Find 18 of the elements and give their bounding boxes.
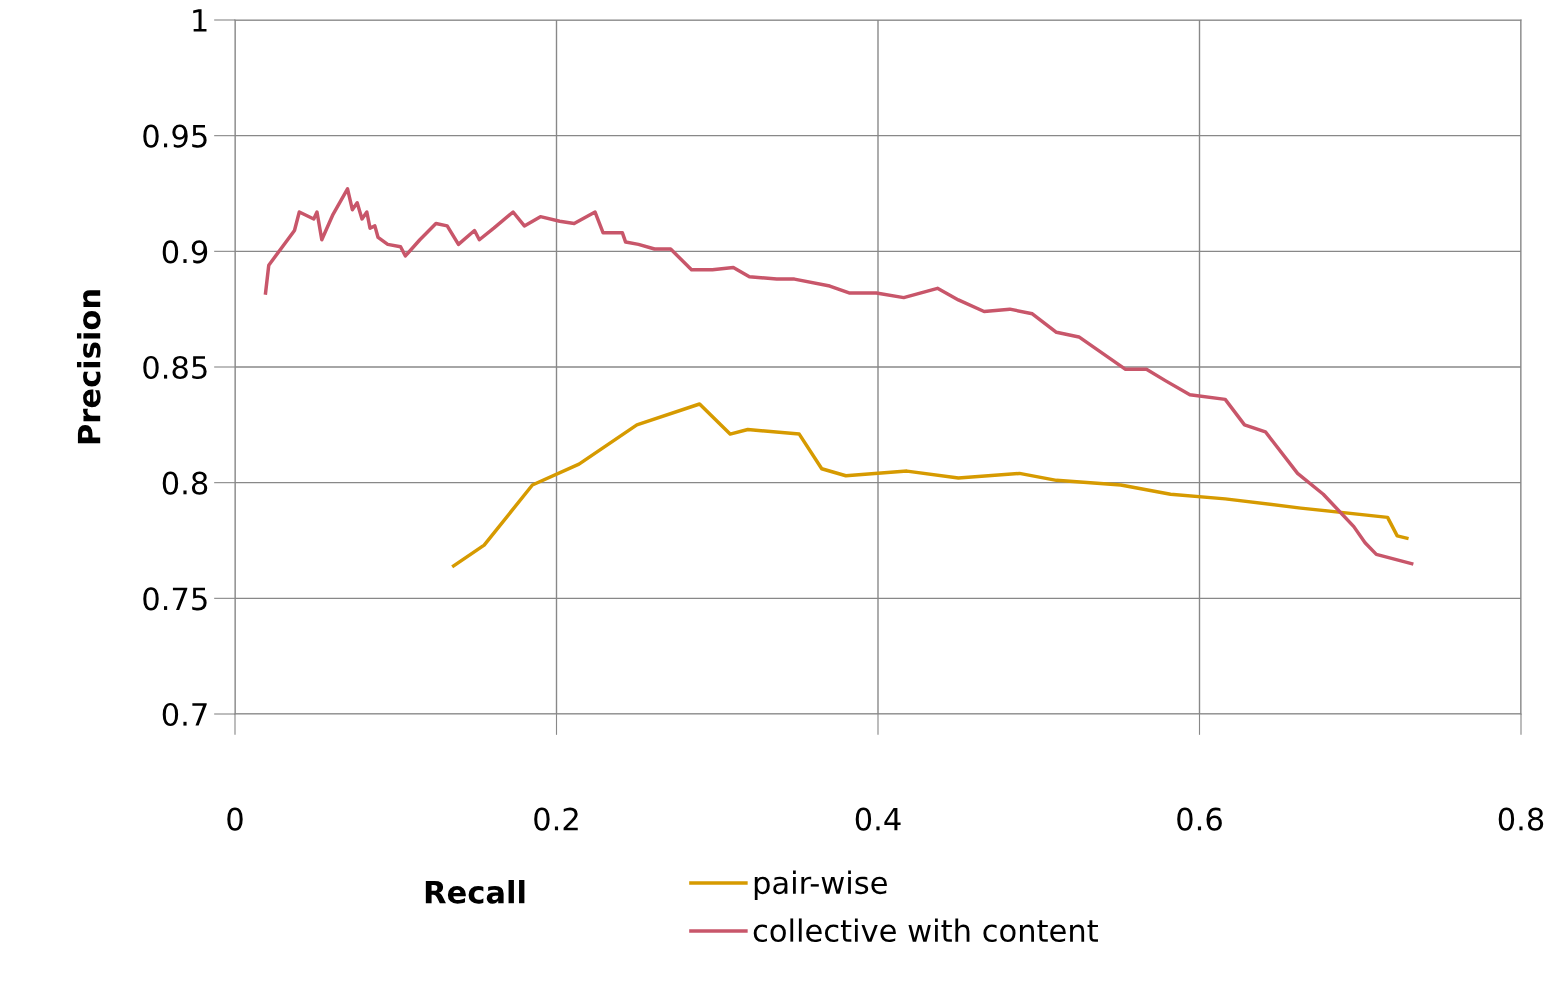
x-tick-label: 0.6 [1177, 807, 1222, 831]
y-tick-label: 0.75 [143, 587, 207, 611]
x-tick-label: 0.8 [1498, 807, 1544, 831]
y-tick-label: 0.85 [143, 355, 207, 380]
legend-label: collective with content [753, 918, 1098, 943]
line-series [263, 187, 1414, 566]
y-tick-label: 0.9 [162, 240, 208, 264]
y-tick-label: 0.8 [162, 471, 208, 495]
line-series [451, 402, 1409, 568]
legend-label: pair-wise [754, 870, 887, 901]
y-tick-label: 0.7 [162, 702, 207, 727]
x-tick-label: 0.4 [855, 807, 901, 831]
x-axis-title: Recall [425, 880, 525, 904]
x-tick-label: 0 [227, 807, 243, 831]
y-axis-title: Precision [76, 290, 101, 444]
y-tick-label: 0.95 [143, 124, 207, 148]
x-tick-label: 0.2 [534, 807, 578, 831]
y-tick-label: 1 [193, 9, 207, 32]
